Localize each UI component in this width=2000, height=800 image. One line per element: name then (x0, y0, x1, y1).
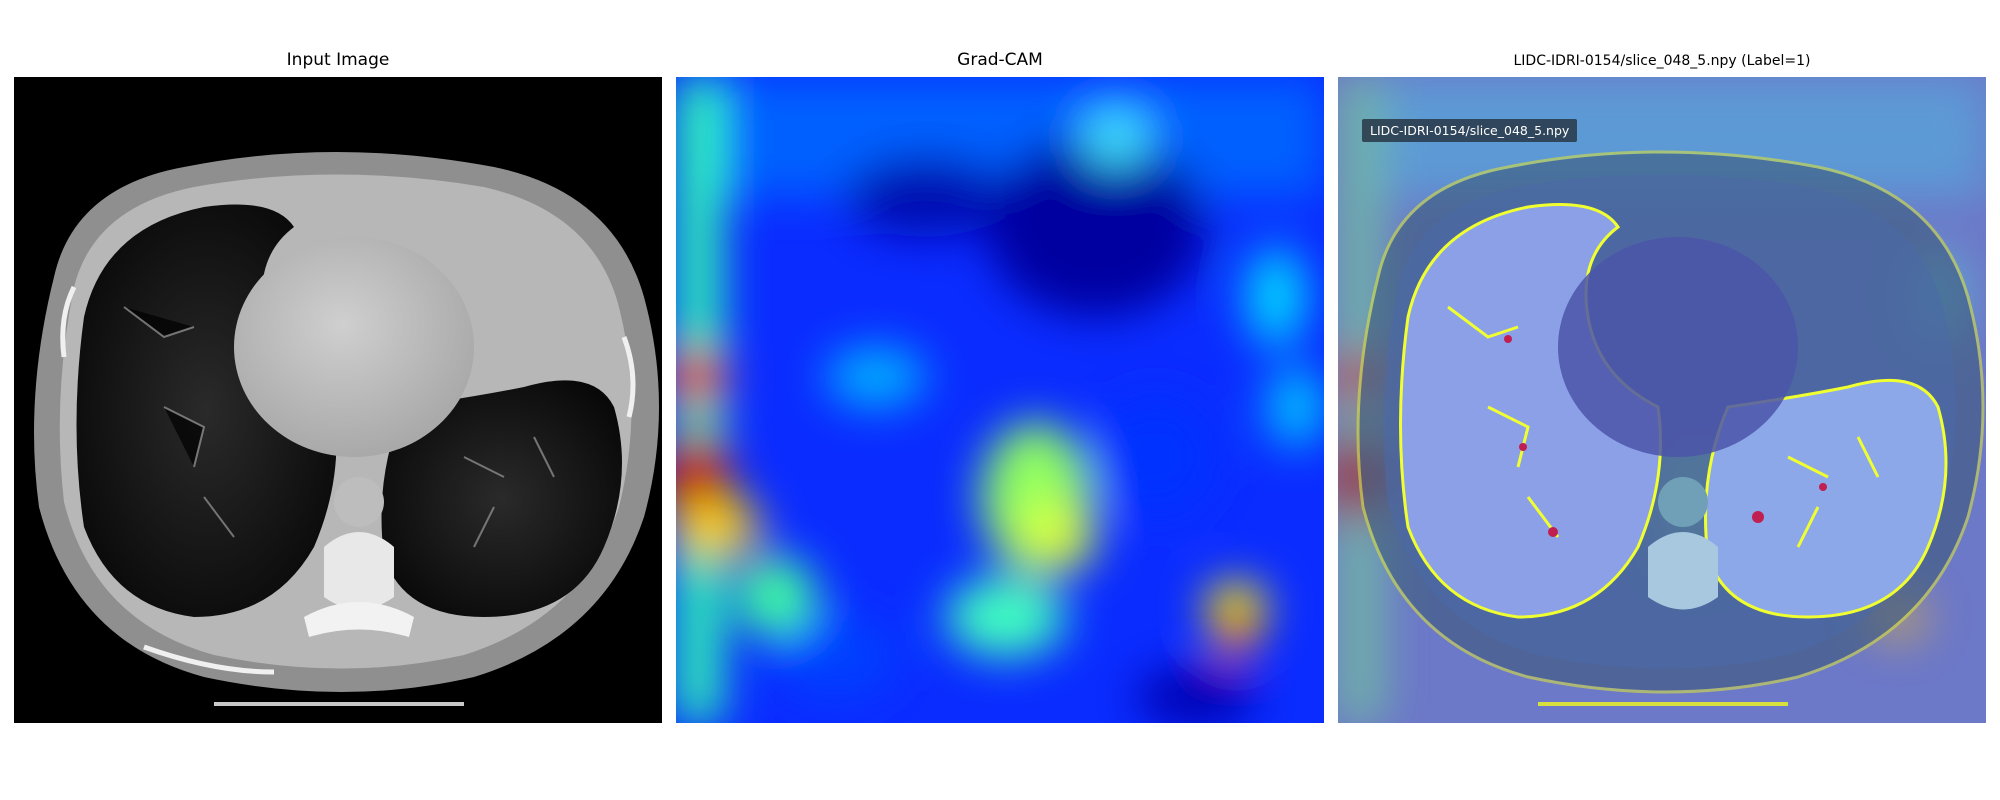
input-image (14, 77, 662, 723)
gradcam-title: Grad-CAM (957, 50, 1043, 70)
gradcam-overlay: LIDC-IDRI-0154/slice_048_5.npy (1338, 77, 1986, 723)
ct-slice-image (14, 77, 662, 723)
gradcam-heatmap-image (676, 77, 1324, 723)
overlay-filename-tag: LIDC-IDRI-0154/slice_048_5.npy (1362, 119, 1578, 142)
overlay-image (1338, 77, 1986, 723)
gradcam-heatmap (676, 77, 1324, 723)
overlay-title: LIDC-IDRI-0154/slice_048_5.npy (Label=1) (1513, 53, 1811, 69)
input-image-title: Input Image (286, 50, 390, 70)
